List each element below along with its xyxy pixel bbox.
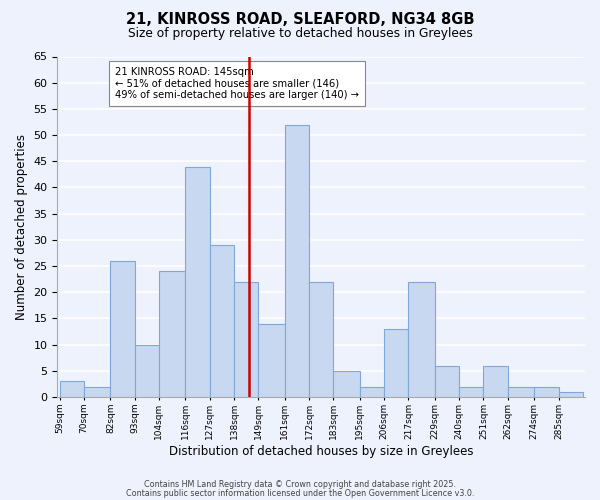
Bar bbox=[508, 386, 534, 397]
Bar bbox=[309, 282, 334, 397]
Text: 21, KINROSS ROAD, SLEAFORD, NG34 8GB: 21, KINROSS ROAD, SLEAFORD, NG34 8GB bbox=[126, 12, 474, 28]
Bar bbox=[234, 282, 258, 397]
Bar bbox=[159, 272, 185, 397]
Bar bbox=[210, 245, 234, 397]
Bar bbox=[185, 166, 210, 397]
Bar bbox=[110, 261, 134, 397]
Bar bbox=[459, 386, 484, 397]
Bar bbox=[134, 344, 159, 397]
Bar bbox=[258, 324, 285, 397]
Bar bbox=[59, 382, 84, 397]
X-axis label: Distribution of detached houses by size in Greylees: Distribution of detached houses by size … bbox=[169, 444, 473, 458]
Text: 21 KINROSS ROAD: 145sqm
← 51% of detached houses are smaller (146)
49% of semi-d: 21 KINROSS ROAD: 145sqm ← 51% of detache… bbox=[115, 67, 359, 100]
Bar bbox=[285, 124, 309, 397]
Bar bbox=[409, 282, 435, 397]
Bar bbox=[334, 371, 360, 397]
Bar bbox=[534, 386, 559, 397]
Text: Size of property relative to detached houses in Greylees: Size of property relative to detached ho… bbox=[128, 28, 472, 40]
Bar bbox=[384, 329, 409, 397]
Bar bbox=[84, 386, 110, 397]
Text: Contains public sector information licensed under the Open Government Licence v3: Contains public sector information licen… bbox=[126, 489, 474, 498]
Y-axis label: Number of detached properties: Number of detached properties bbox=[15, 134, 28, 320]
Text: Contains HM Land Registry data © Crown copyright and database right 2025.: Contains HM Land Registry data © Crown c… bbox=[144, 480, 456, 489]
Bar bbox=[484, 366, 508, 397]
Bar bbox=[360, 386, 384, 397]
Bar bbox=[435, 366, 459, 397]
Bar bbox=[559, 392, 583, 397]
